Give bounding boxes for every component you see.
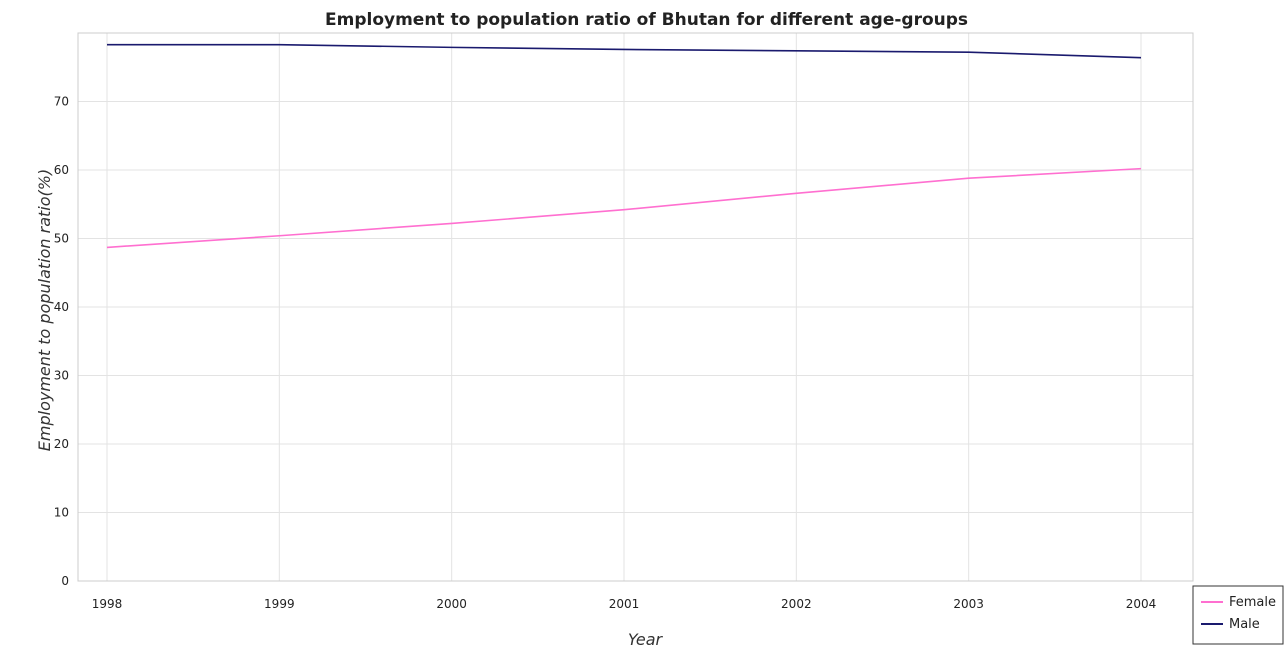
x-tick-label: 2003 — [953, 597, 984, 611]
y-tick-label: 30 — [54, 369, 69, 383]
series-lines — [106, 43, 1142, 249]
x-tick-label: 1998 — [92, 597, 123, 611]
legend-box — [1192, 585, 1284, 645]
y-axis-label: Employment to population ratio(%) — [35, 169, 54, 451]
plot-frame — [77, 32, 1194, 582]
y-tick-label: 40 — [54, 300, 69, 314]
chart-title: Employment to population ratio of Bhutan… — [325, 10, 968, 30]
grid — [78, 33, 1193, 582]
y-tick-label: 70 — [54, 95, 69, 109]
legend-label: Male — [1229, 617, 1260, 632]
x-tick-label: 2000 — [436, 597, 467, 611]
x-axis-label: Year — [628, 630, 664, 649]
y-tick-label: 20 — [54, 437, 69, 451]
x-axis-ticks: 1998 1999 2000 2001 2002 2003 2004 — [92, 597, 1157, 611]
x-tick-label: 2001 — [609, 597, 640, 611]
x-tick-label: 2002 — [781, 597, 812, 611]
y-tick-label: 0 — [61, 574, 69, 588]
x-tick-label: 1999 — [264, 597, 295, 611]
y-tick-label: 10 — [54, 506, 69, 520]
y-tick-label: 60 — [54, 163, 69, 177]
x-tick-label: 2004 — [1126, 597, 1157, 611]
legend-label: Female — [1229, 595, 1276, 610]
legend: Female Male — [1192, 585, 1284, 645]
y-tick-label: 50 — [54, 232, 69, 246]
y-axis-ticks: 0 10 20 30 40 50 60 70 — [54, 95, 69, 589]
